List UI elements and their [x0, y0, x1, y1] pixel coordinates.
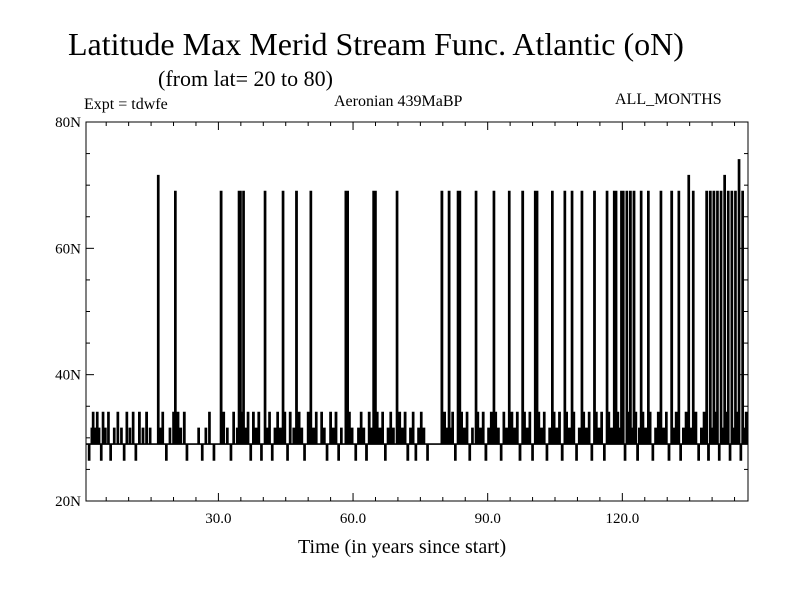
series-line-group	[86, 159, 748, 461]
chart-title: Latitude Max Merid Stream Func. Atlantic…	[68, 26, 684, 62]
axis-ticks	[86, 122, 748, 501]
experiment-label: Expt = tdwfe	[84, 96, 168, 113]
series-line	[86, 159, 748, 461]
y-tick-label: 20N	[55, 494, 81, 510]
x-tick-label: 120.0	[605, 511, 639, 527]
tick-labels: 30.0 60.0 90.0 120.0 20N 40N 60N 80N	[55, 115, 639, 527]
x-tick-label: 30.0	[205, 511, 231, 527]
x-tick-label: 90.0	[475, 511, 501, 527]
y-tick-label: 60N	[55, 241, 81, 257]
x-axis-label: Time (in years since start)	[298, 536, 507, 558]
period-label: Aeronian 439MaBP	[334, 93, 463, 110]
y-tick-label: 80N	[55, 115, 81, 131]
chart-subtitle: (from lat= 20 to 80)	[158, 66, 333, 91]
x-tick-label: 60.0	[340, 511, 366, 527]
y-tick-label: 40N	[55, 368, 81, 384]
plot-frame	[85, 121, 749, 502]
months-label: ALL_MONTHS	[615, 91, 722, 108]
